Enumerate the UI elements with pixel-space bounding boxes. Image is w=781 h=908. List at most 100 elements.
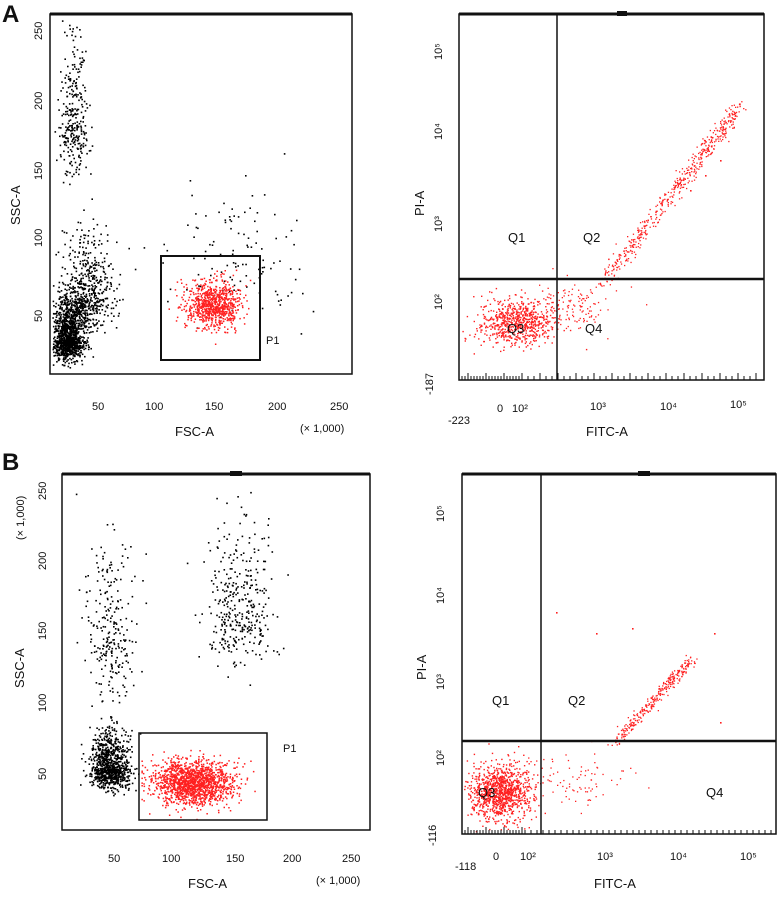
event-dot <box>521 297 522 298</box>
event-dot <box>103 268 105 270</box>
event-dot <box>624 256 625 257</box>
event-dot <box>69 358 71 360</box>
event-dot <box>262 267 264 269</box>
event-dot <box>681 180 682 181</box>
event-dot <box>118 315 120 317</box>
event-dot <box>544 336 545 337</box>
event-dot <box>743 108 744 109</box>
event-dot <box>214 295 216 297</box>
event-dot <box>558 322 559 323</box>
event-dot <box>219 296 221 298</box>
event-dot <box>195 298 197 300</box>
event-dot <box>129 780 131 782</box>
event-dot <box>570 301 571 302</box>
event-dot <box>674 205 675 206</box>
event-dot <box>186 284 188 286</box>
event-dot <box>734 127 735 128</box>
event-dot <box>704 143 705 144</box>
event-dot <box>53 326 55 328</box>
event-dot <box>231 221 233 223</box>
event-dot <box>195 309 197 311</box>
event-dot <box>230 312 232 314</box>
event-dot <box>93 784 95 786</box>
event-dot <box>58 328 60 330</box>
event-dot <box>70 247 72 249</box>
event-dot <box>225 307 227 309</box>
event-dot <box>72 287 74 289</box>
event-dot <box>72 83 74 85</box>
event-dot <box>68 123 70 125</box>
event-dot <box>571 294 572 295</box>
event-dot <box>511 338 512 339</box>
event-dot <box>573 316 574 317</box>
event-dot <box>501 335 502 336</box>
gate-label: P1 <box>266 335 279 347</box>
x-tick: -223 <box>448 415 470 427</box>
event-dot <box>585 314 586 315</box>
event-dot <box>76 136 78 138</box>
event-dot <box>221 276 223 278</box>
event-dot <box>118 780 120 782</box>
event-dot <box>607 338 608 339</box>
event-dot <box>102 746 104 748</box>
event-dot <box>116 288 118 290</box>
event-dot <box>205 251 207 253</box>
event-dot <box>116 327 118 329</box>
event-dot <box>53 305 55 307</box>
event-dot <box>235 266 237 268</box>
event-dot <box>122 786 124 788</box>
event-dot <box>98 244 100 246</box>
event-dot <box>313 311 315 313</box>
event-dot <box>576 321 577 322</box>
event-dot <box>200 286 202 288</box>
event-dot <box>665 211 666 212</box>
event-dot <box>530 313 531 314</box>
event-dot <box>504 300 505 301</box>
event-dot <box>215 302 217 304</box>
event-dot <box>222 305 224 307</box>
event-dot <box>77 282 79 284</box>
event-dot <box>205 281 207 283</box>
event-dot <box>521 311 522 312</box>
event-dot <box>216 307 218 309</box>
event-dot <box>209 282 211 284</box>
event-dot <box>91 262 93 264</box>
event-dot <box>109 766 111 768</box>
event-dot <box>66 320 68 322</box>
event-dot <box>496 320 497 321</box>
event-dot <box>70 293 72 295</box>
event-dot <box>235 301 237 303</box>
event-dot <box>101 786 103 788</box>
event-dot <box>68 342 70 344</box>
event-dot <box>82 275 84 277</box>
event-dot <box>78 126 80 128</box>
event-dot <box>127 769 129 771</box>
event-dot <box>89 332 91 334</box>
event-dot <box>685 184 686 185</box>
event-dot <box>674 181 675 182</box>
event-dot <box>61 81 63 83</box>
event-dot <box>657 205 658 206</box>
event-dot <box>615 265 616 266</box>
event-dot <box>71 136 73 138</box>
event-dot <box>520 312 521 313</box>
event-dot <box>720 123 721 124</box>
event-dot <box>572 289 573 290</box>
event-dot <box>551 302 552 303</box>
event-dot <box>505 306 506 307</box>
event-dot <box>592 293 593 294</box>
event-dot <box>618 266 619 267</box>
event-dot <box>488 320 489 321</box>
event-dot <box>84 238 86 240</box>
event-dot <box>122 728 124 730</box>
event-dot <box>228 289 230 291</box>
event-dot <box>626 250 627 251</box>
event-dot <box>77 302 79 304</box>
event-dot <box>221 271 223 273</box>
event-dot <box>568 318 569 319</box>
event-dot <box>245 285 247 287</box>
event-dot <box>57 325 59 327</box>
event-dot <box>223 308 225 310</box>
event-dot <box>75 281 77 283</box>
